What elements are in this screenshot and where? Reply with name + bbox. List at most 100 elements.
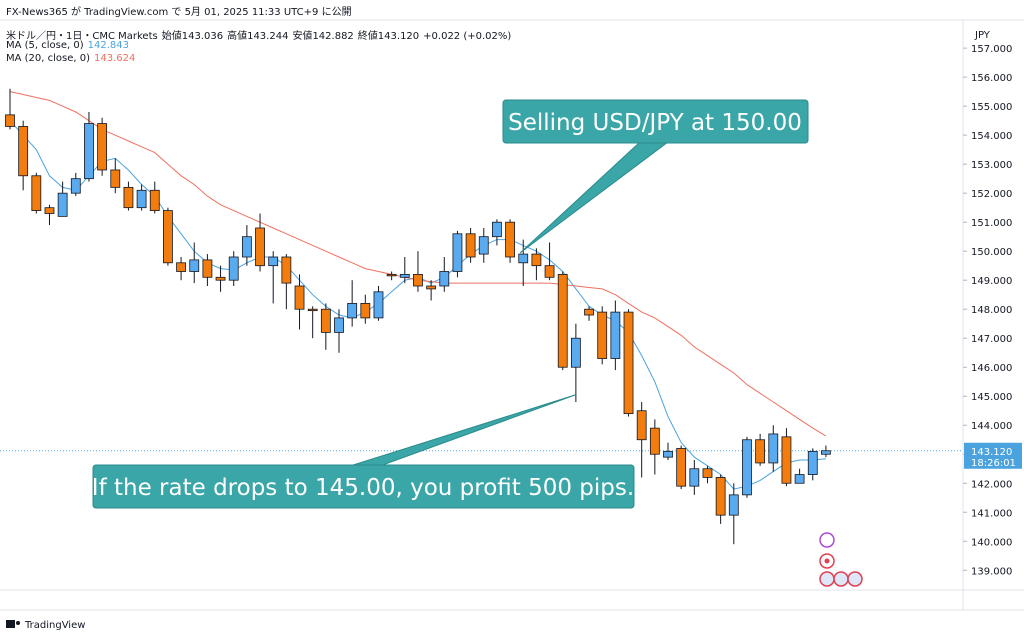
ohlc-value: 142.882 — [312, 31, 354, 42]
y-tick-label: 155.000 — [971, 102, 1012, 113]
candle-body — [557, 273, 568, 368]
candle-body — [649, 427, 660, 455]
ohlc-label: 高値 — [227, 31, 248, 42]
y-tick-label: 157.000 — [971, 44, 1012, 55]
event-icon — [824, 558, 830, 564]
candle-body — [505, 221, 515, 258]
candle-body — [18, 126, 29, 177]
candle-body — [663, 450, 673, 458]
candle-body — [215, 276, 226, 281]
y-tick-label: 154.000 — [971, 131, 1012, 142]
candle-body — [241, 236, 252, 258]
candle-body — [452, 233, 463, 272]
candle-body — [123, 186, 134, 209]
callout-sell: Selling USD/JPY at 150.00 — [502, 99, 809, 254]
candle-body — [176, 262, 186, 272]
candle-body — [715, 477, 726, 516]
candle-body — [676, 448, 687, 487]
ohlc-change: +0.022 (+0.02%) — [423, 31, 512, 42]
candle-body — [413, 273, 423, 287]
ohlc-value: 143.120 — [377, 31, 420, 42]
candle-body — [255, 227, 265, 267]
candle-body — [544, 265, 555, 278]
candle-body — [5, 114, 15, 127]
y-tick-label: 146.000 — [971, 363, 1012, 374]
y-tick-label: 153.000 — [971, 160, 1012, 171]
candle-body — [702, 468, 713, 478]
candle-body — [386, 273, 397, 277]
y-tick-label: 139.000 — [971, 566, 1012, 577]
candle-body — [320, 308, 331, 333]
candle-body — [202, 259, 213, 278]
event-icon — [819, 532, 835, 548]
event-icons — [819, 532, 863, 587]
candle-body — [755, 439, 766, 464]
candle-body — [531, 253, 542, 267]
event-icon — [833, 571, 849, 587]
y-tick-label: 151.000 — [971, 218, 1012, 229]
callout-profit: If the rate drops to 145.00, you profit … — [92, 394, 635, 509]
y-tick-label: 145.000 — [971, 392, 1012, 403]
symbol: 米ドル／円・1日・CMC Markets — [6, 31, 158, 42]
legend-name: MA (20, close, 0) — [6, 53, 91, 64]
candle-body — [294, 285, 305, 310]
candle-body — [347, 303, 358, 319]
candle-body — [768, 433, 779, 464]
callout-box — [92, 464, 635, 509]
y-tick-label: 156.000 — [971, 73, 1012, 84]
candle-body — [373, 291, 384, 319]
candle-body — [268, 256, 279, 267]
candle-body — [281, 256, 292, 284]
candle-body — [623, 311, 634, 415]
ma-legend: MA (20, close, 0) 143.624 — [6, 53, 139, 64]
logo-mark — [6, 620, 15, 628]
y-tick-label: 140.000 — [971, 537, 1012, 548]
event-icon — [819, 571, 835, 587]
candle-body — [742, 439, 752, 496]
candle-body — [689, 468, 700, 487]
candle-body — [228, 256, 239, 281]
candle-body — [584, 308, 594, 316]
candle-body — [189, 259, 200, 272]
candle-body — [518, 253, 529, 264]
candle-body — [570, 337, 581, 368]
symbol-line: 米ドル／円・1日・CMC Markets 始値143.036 高値143.244 安値… — [6, 27, 515, 42]
price-label: 143.120 — [971, 447, 1012, 458]
ohlc-label: 安値 — [292, 31, 313, 42]
candle-body — [31, 175, 42, 211]
candle-body — [163, 210, 173, 264]
y-tick-label: 142.000 — [971, 479, 1012, 490]
candle-body — [307, 308, 318, 312]
candle-body — [478, 236, 489, 255]
candle-body — [149, 189, 160, 211]
candle-body — [465, 233, 476, 258]
ma-legend: MA (5, close, 0) 142.843 — [6, 40, 133, 51]
candle-body — [44, 207, 55, 214]
ohlc-value: 143.036 — [181, 31, 224, 42]
axis-label: JPY — [974, 30, 991, 41]
candle-body — [439, 271, 450, 287]
legend-value: 142.843 — [87, 40, 130, 51]
ohlc-label: 終値 — [357, 31, 378, 42]
y-tick-label: 149.000 — [971, 276, 1012, 287]
legend-name: MA (5, close, 0) — [6, 40, 84, 51]
legend-value: 143.624 — [94, 53, 136, 64]
candle-body — [334, 317, 344, 333]
publish-line: FX-News365 が TradingView.com で 5月 01, 20… — [6, 7, 352, 18]
logo: TradingView — [6, 620, 85, 631]
countdown: 18:26:01 — [971, 458, 1016, 469]
candle-body — [110, 169, 121, 188]
candle-body — [57, 192, 68, 217]
candle-body — [728, 494, 739, 516]
plot — [0, 88, 963, 545]
callout-box — [502, 99, 809, 144]
candle-body — [97, 123, 108, 171]
candle-body — [399, 273, 410, 278]
candle-body — [136, 189, 147, 209]
y-tick-label: 141.000 — [971, 508, 1012, 519]
logo-mark — [16, 621, 20, 625]
candle-body — [360, 303, 371, 319]
callout-text: If the rate drops to 145.00, you profit … — [92, 475, 634, 501]
candle-body — [492, 221, 502, 238]
